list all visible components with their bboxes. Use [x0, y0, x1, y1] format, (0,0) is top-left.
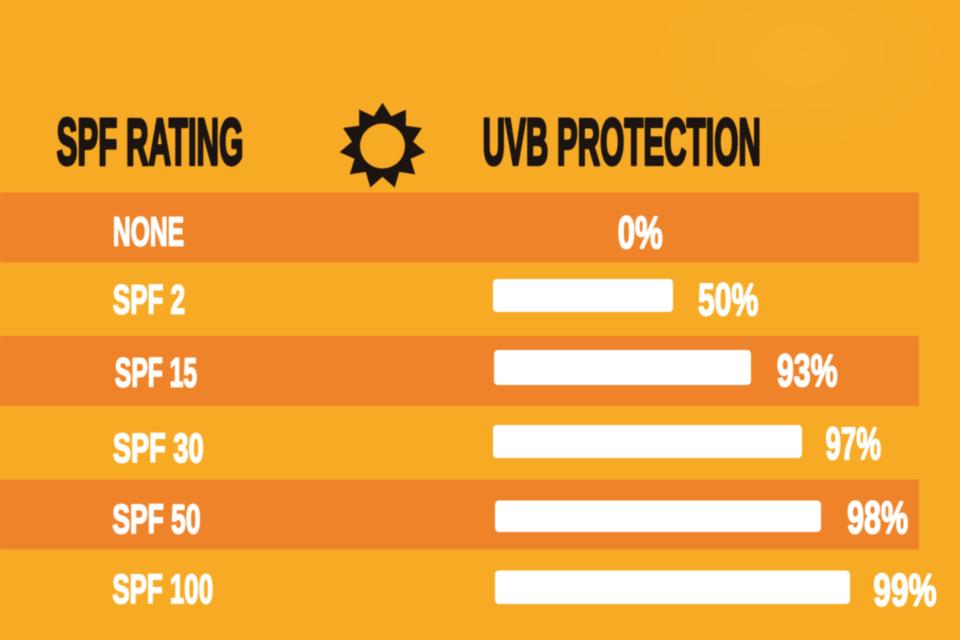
svg-text:SPF 15: SPF 15 — [115, 349, 197, 395]
svg-text:0%: 0% — [618, 207, 663, 258]
svg-text:SPF 100: SPF 100 — [112, 566, 213, 612]
svg-text:97%: 97% — [826, 418, 882, 469]
svg-text:SPF 50: SPF 50 — [112, 496, 200, 542]
svg-text:UVB PROTECTION: UVB PROTECTION — [483, 105, 761, 179]
svg-text:NONE: NONE — [113, 208, 184, 254]
svg-text:SPF RATING: SPF RATING — [57, 105, 244, 179]
svg-text:SPF 2: SPF 2 — [113, 277, 185, 323]
svg-text:93%: 93% — [777, 345, 838, 396]
svg-text:SPF 30: SPF 30 — [113, 425, 204, 471]
svg-text:98%: 98% — [847, 492, 908, 543]
svg-text:99%: 99% — [873, 564, 936, 615]
svg-text:50%: 50% — [698, 274, 758, 325]
